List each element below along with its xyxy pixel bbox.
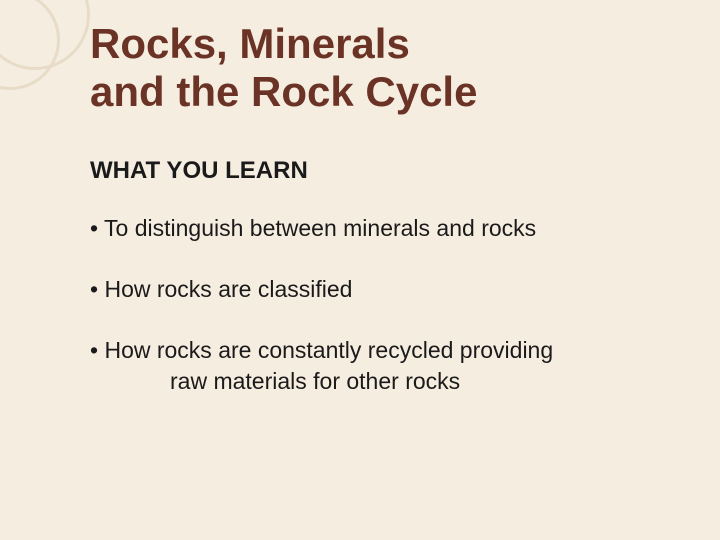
bullet-continuation: raw materials for other rocks bbox=[90, 366, 660, 397]
slide-content: Rocks, Minerals and the Rock Cycle WHAT … bbox=[0, 0, 720, 447]
bullet-text: How rocks are constantly recycled provid… bbox=[104, 337, 553, 363]
list-item: How rocks are classified bbox=[90, 274, 660, 305]
list-item: How rocks are constantly recycled provid… bbox=[90, 335, 660, 397]
title-line-2: and the Rock Cycle bbox=[90, 68, 477, 115]
list-item: To distinguish between minerals and rock… bbox=[90, 213, 660, 244]
slide-title: Rocks, Minerals and the Rock Cycle bbox=[90, 20, 660, 117]
title-line-1: Rocks, Minerals bbox=[90, 20, 410, 67]
learning-objectives-list: To distinguish between minerals and rock… bbox=[90, 213, 660, 397]
section-subheading: WHAT YOU LEARN bbox=[90, 157, 660, 185]
